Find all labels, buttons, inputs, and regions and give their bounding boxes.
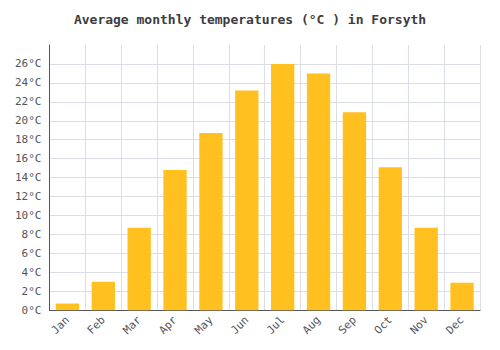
svg-text:Oct: Oct (372, 314, 395, 337)
svg-text:Dec: Dec (443, 314, 466, 337)
svg-text:14°C: 14°C (15, 171, 42, 184)
svg-text:Aug: Aug (300, 314, 323, 337)
svg-text:Mar: Mar (121, 313, 144, 336)
svg-text:2°C: 2°C (22, 285, 42, 298)
svg-text:12°C: 12°C (15, 190, 42, 203)
svg-text:May: May (192, 313, 215, 336)
svg-text:Jul: Jul (264, 314, 287, 337)
svg-text:Average monthly temperatures (: Average monthly temperatures (°C ) in Fo… (74, 12, 426, 27)
svg-text:16°C: 16°C (15, 152, 42, 165)
svg-text:Jan: Jan (49, 314, 72, 337)
svg-text:10°C: 10°C (15, 209, 42, 222)
svg-text:Nov: Nov (408, 313, 431, 336)
svg-text:Feb: Feb (85, 314, 108, 337)
svg-text:0°C: 0°C (22, 304, 42, 317)
svg-text:22°C: 22°C (15, 95, 42, 108)
svg-text:18°C: 18°C (15, 133, 42, 146)
svg-text:8°C: 8°C (22, 228, 42, 241)
svg-text:6°C: 6°C (22, 247, 42, 260)
svg-text:26°C: 26°C (15, 57, 42, 70)
svg-text:Apr: Apr (156, 313, 179, 336)
svg-text:20°C: 20°C (15, 114, 42, 127)
svg-text:24°C: 24°C (15, 76, 42, 89)
svg-text:Jun: Jun (228, 314, 251, 337)
svg-text:Sep: Sep (336, 314, 359, 337)
svg-text:4°C: 4°C (22, 266, 42, 279)
